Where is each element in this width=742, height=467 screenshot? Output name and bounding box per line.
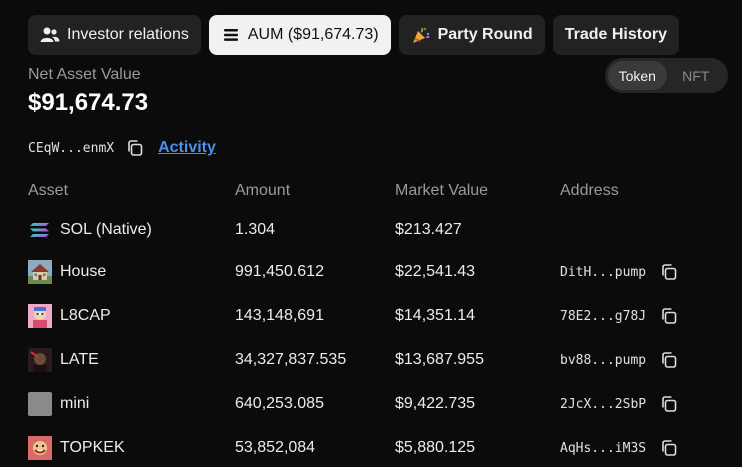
column-header-asset: Asset	[28, 182, 69, 199]
activity-link[interactable]: Activity	[158, 139, 216, 156]
table-row[interactable]: SOL (Native) 1.304 $213.427	[0, 212, 742, 248]
table-row[interactable]: House 991,450.612 $22,541.43 DitH...pump	[0, 254, 742, 290]
asset-name: House	[60, 263, 107, 280]
asset-address: 78E2...g78J	[560, 308, 647, 324]
table-row[interactable]: mini 640,253.085 $9,422.735 2JcX...2SbP	[0, 386, 742, 422]
asset-name: LATE	[60, 351, 99, 368]
tab-label: Trade History	[564, 26, 667, 43]
asset-address: bv88...pump	[560, 352, 647, 368]
asset-name: SOL (Native)	[60, 221, 152, 238]
topkek-avatar-icon	[28, 436, 52, 460]
late-avatar-icon	[28, 348, 52, 372]
copy-icon[interactable]	[126, 139, 144, 157]
solana-icon	[28, 218, 52, 242]
asset-market-value: $13,687.955	[395, 351, 484, 368]
net-asset-value-label: Net Asset Value	[28, 66, 141, 83]
asset-market-value: $9,422.735	[395, 395, 476, 412]
wallet-address-row: CEqW...enmX Activity	[28, 139, 216, 157]
tab-label: Investor relations	[67, 26, 189, 43]
wallet-address: CEqW...enmX	[28, 140, 115, 156]
asset-address: DitH...pump	[560, 264, 647, 280]
column-header-amount: Amount	[235, 182, 291, 199]
users-icon	[40, 25, 60, 45]
l8cap-avatar-icon	[28, 304, 52, 328]
asset-market-value: $14,351.14	[395, 307, 476, 324]
column-header-address: Address	[560, 182, 619, 199]
asset-market-value: $22,541.43	[395, 263, 476, 280]
mini-avatar-icon	[28, 392, 52, 416]
stack-icon	[221, 25, 241, 45]
asset-address: 2JcX...2SbP	[560, 396, 647, 412]
party-popper-icon	[411, 25, 431, 45]
tab-party-round[interactable]: Party Round	[398, 15, 545, 55]
asset-amount: 143,148,691	[235, 307, 324, 324]
asset-amount: 640,253.085	[235, 395, 324, 412]
copy-icon[interactable]	[660, 395, 678, 413]
toggle-nft[interactable]: NFT	[682, 67, 710, 84]
table-row[interactable]: TOPKEK 53,852,084 $5,880.125 AqHs...iM3S	[0, 430, 742, 466]
asset-amount: 991,450.612	[235, 263, 324, 280]
asset-market-value: $213.427	[395, 221, 462, 238]
tab-label: Party Round	[437, 26, 533, 43]
tab-trade-history[interactable]: Trade History	[552, 15, 679, 55]
tab-label: AUM ($91,674.73)	[247, 26, 379, 43]
tab-investor-relations[interactable]: Investor relations	[28, 15, 201, 55]
asset-name: L8CAP	[60, 307, 111, 324]
asset-name: TOPKEK	[60, 439, 125, 456]
table-row[interactable]: L8CAP 143,148,691 $14,351.14 78E2...g78J	[0, 298, 742, 334]
copy-icon[interactable]	[660, 351, 678, 369]
tab-aum[interactable]: AUM ($91,674.73)	[208, 15, 391, 55]
asset-amount: 34,327,837.535	[235, 351, 347, 368]
tab-bar: Investor relations AUM ($91,674.73) Part…	[28, 15, 679, 55]
column-header-market-value: Market Value	[395, 182, 489, 199]
asset-name: mini	[60, 395, 90, 412]
table-row[interactable]: LATE 34,327,837.535 $13,687.955 bv88...p…	[0, 342, 742, 378]
copy-icon[interactable]	[660, 439, 678, 457]
toggle-token[interactable]: Token	[608, 61, 667, 90]
asset-amount: 53,852,084	[235, 439, 316, 456]
asset-amount: 1.304	[235, 221, 276, 238]
house-icon	[28, 260, 52, 284]
net-asset-value: $91,674.73	[28, 89, 149, 116]
asset-market-value: $5,880.125	[395, 439, 476, 456]
copy-icon[interactable]	[660, 307, 678, 325]
copy-icon[interactable]	[660, 263, 678, 281]
asset-type-toggle: Token NFT	[605, 58, 728, 93]
asset-address: AqHs...iM3S	[560, 440, 647, 456]
